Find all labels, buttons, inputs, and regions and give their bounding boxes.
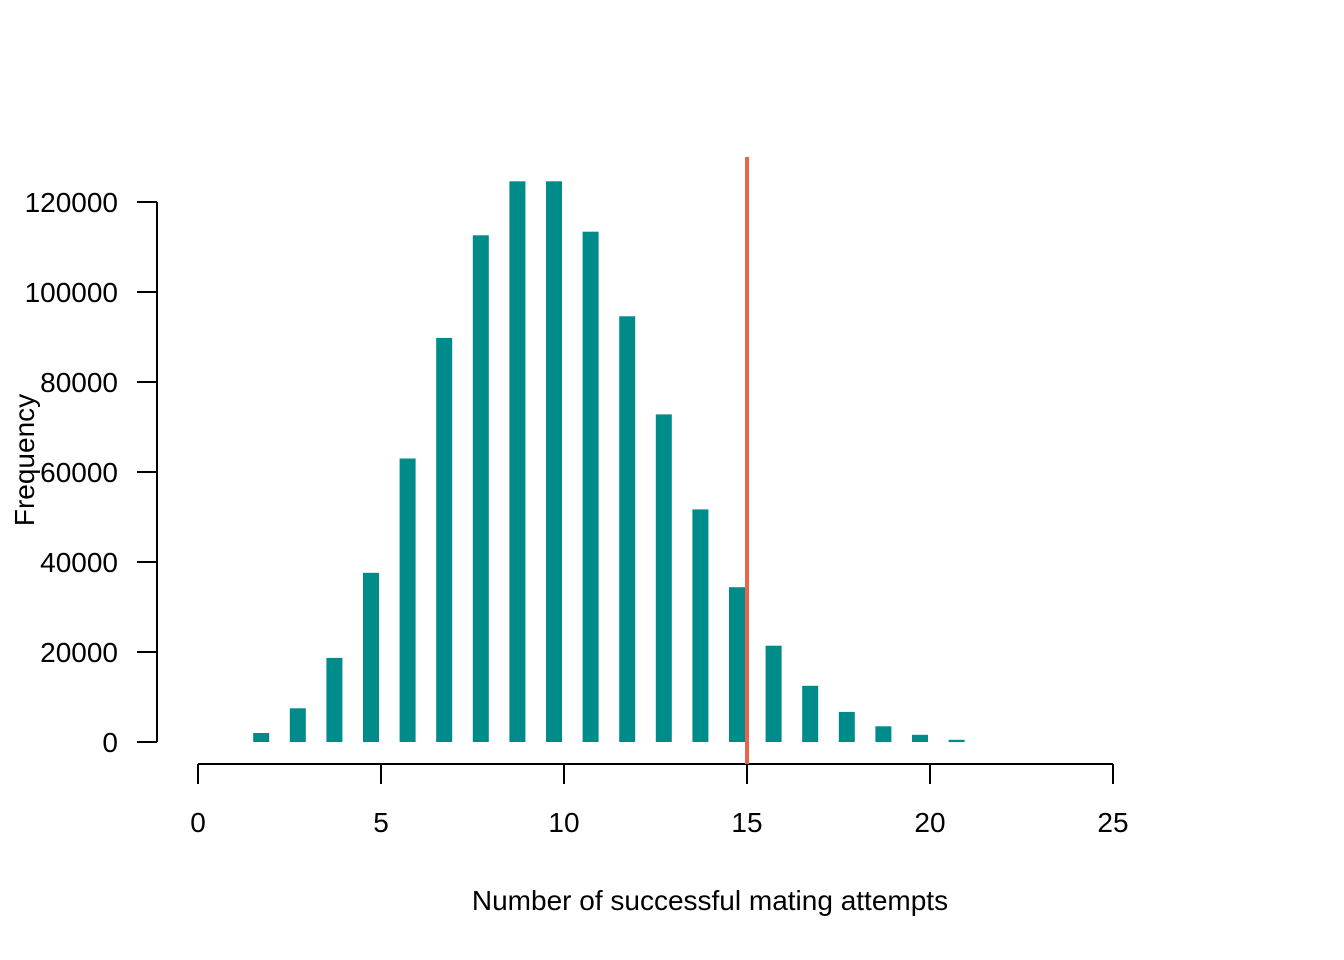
bar-6 xyxy=(399,458,416,742)
bar-18 xyxy=(838,711,855,742)
bar-19 xyxy=(875,726,892,743)
y-tick-label-100000: 100000 xyxy=(25,277,118,308)
y-axis-title: Frequency xyxy=(9,394,40,526)
bar-15 xyxy=(729,587,745,742)
y-tick-label-120000: 120000 xyxy=(25,187,118,218)
bar-20 xyxy=(912,734,928,742)
bar-10 xyxy=(546,181,562,743)
x-axis-title: Number of successful mating attempts xyxy=(472,885,948,916)
bar-17 xyxy=(802,685,819,743)
y-tick-label-0: 0 xyxy=(102,727,118,758)
bar-11 xyxy=(582,231,599,742)
x-tick-label-15: 15 xyxy=(731,807,762,838)
bar-9 xyxy=(509,181,526,743)
x-axis: 0 5 10 15 20 25 xyxy=(190,763,1129,838)
bar-12 xyxy=(619,316,636,742)
y-tick-label-40000: 40000 xyxy=(40,547,118,578)
bar-14 xyxy=(692,509,709,742)
x-tick-label-10: 10 xyxy=(548,807,579,838)
bar-2 xyxy=(253,733,270,742)
x-tick-label-25: 25 xyxy=(1097,807,1128,838)
bars-layer xyxy=(253,181,965,743)
bar-21 xyxy=(948,739,965,743)
bar-5 xyxy=(363,572,379,742)
bar-3 xyxy=(289,708,306,743)
bar-4 xyxy=(326,657,343,742)
bar-13 xyxy=(655,414,672,742)
y-tick-label-20000: 20000 xyxy=(40,637,118,668)
y-tick-label-80000: 80000 xyxy=(40,367,118,398)
bar-7 xyxy=(436,337,453,742)
y-axis: 0 20000 40000 60000 80000 100000 120000 xyxy=(25,187,158,758)
y-tick-label-60000: 60000 xyxy=(40,457,118,488)
bar-8 xyxy=(472,235,489,743)
x-tick-label-0: 0 xyxy=(190,807,206,838)
x-tick-label-20: 20 xyxy=(914,807,945,838)
bar-16 xyxy=(765,645,782,742)
x-tick-label-5: 5 xyxy=(373,807,389,838)
